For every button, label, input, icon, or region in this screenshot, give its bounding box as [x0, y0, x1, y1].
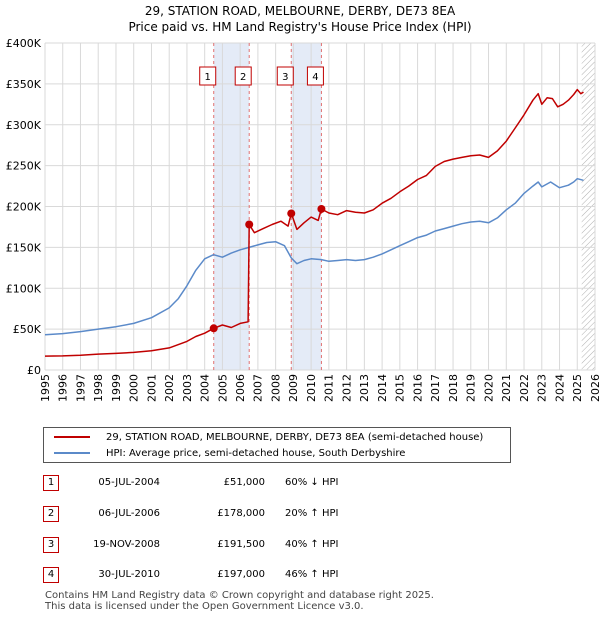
x-tick-label: 2016 — [411, 374, 424, 402]
transaction-number: 3 — [43, 537, 59, 553]
transaction-price: £191,500 — [217, 539, 265, 550]
marker-badge-label: 1 — [205, 72, 211, 83]
chart-title: 29, STATION ROAD, MELBOURNE, DERBY, DE73… — [144, 4, 456, 18]
footer-line-licence: This data is licensed under the Open Gov… — [45, 601, 364, 612]
price-chart: 1 2 3 4 £0 £50K £100K £150K £200K £250K £300K £350… — [6, 37, 600, 402]
transaction-price: £51,000 — [223, 477, 265, 488]
transaction-price: £197,000 — [217, 569, 265, 580]
y-tick-label: £300K — [6, 119, 42, 132]
hpi-line — [44, 177, 584, 336]
x-tick-label: 1995 — [39, 374, 52, 402]
transaction-hpi-diff: 40% ↑ HPI — [285, 539, 339, 550]
transaction-row: 1 05-JUL-2004 £51,000 60% ↓ HPI — [0, 475, 600, 493]
x-tick-label: 2024 — [553, 374, 566, 402]
x-tick-label: 2002 — [163, 374, 176, 402]
x-tick-label: 1997 — [74, 374, 87, 402]
transaction-date: 06-JUL-2006 — [98, 508, 160, 519]
sale-point — [245, 220, 254, 229]
y-tick-label: £100K — [6, 282, 42, 295]
x-tick-label: 2010 — [305, 374, 318, 402]
x-tick-label: 2023 — [536, 374, 549, 402]
legend-swatch-hpi — [54, 452, 90, 454]
x-tick-label: 2005 — [216, 374, 229, 402]
legend-item-property: 29, STATION ROAD, MELBOURNE, DERBY, DE73… — [54, 430, 483, 444]
transaction-date: 30-JUL-2010 — [98, 569, 160, 580]
x-tick-label: 2011 — [323, 374, 336, 402]
x-tick-label: 2004 — [199, 374, 212, 402]
x-tick-label: 2018 — [447, 374, 460, 402]
y-tick-label: £250K — [6, 160, 42, 173]
x-tick-label: 2014 — [376, 374, 389, 402]
marker-badge: 1 — [199, 66, 217, 86]
x-tick-label: 2019 — [465, 374, 478, 402]
marker-badge-label: 4 — [312, 72, 318, 83]
marker-badge-box — [306, 66, 324, 86]
transaction-number: 4 — [43, 567, 59, 583]
transaction-price: £178,000 — [217, 508, 265, 519]
chart-subtitle: Price paid vs. HM Land Registry's House … — [128, 20, 472, 34]
x-tick-label: 2020 — [482, 374, 495, 402]
legend-label-property: 29, STATION ROAD, MELBOURNE, DERBY, DE73… — [106, 431, 484, 443]
x-tick-label: 1999 — [110, 374, 123, 402]
y-tick-label: £150K — [6, 241, 42, 254]
x-tick-label: 1998 — [92, 374, 105, 402]
legend-item-hpi: HPI: Average price, semi-detached house,… — [54, 446, 405, 460]
marker-badge-label: 3 — [282, 72, 288, 83]
marker-badge-box — [199, 66, 217, 86]
footer-line-copyright: Contains HM Land Registry data © Crown c… — [45, 590, 434, 601]
y-tick-label: £400K — [6, 37, 42, 50]
marker-badge: 3 — [276, 66, 294, 86]
legend-swatch-property — [54, 436, 90, 438]
sale-point — [317, 204, 326, 213]
transaction-date: 05-JUL-2004 — [98, 477, 160, 488]
marker-badge: 2 — [234, 66, 252, 86]
y-tick-label: £0 — [27, 364, 41, 377]
marker-badge-box — [234, 66, 252, 86]
legend-label-hpi: HPI: Average price, semi-detached house,… — [106, 447, 406, 459]
x-tick-label: 2015 — [394, 374, 407, 402]
transaction-number: 1 — [43, 475, 59, 491]
marker-badge: 4 — [306, 66, 324, 86]
chart-legend: 29, STATION ROAD, MELBOURNE, DERBY, DE73… — [43, 427, 511, 463]
marker-badge-box — [276, 66, 294, 86]
sale-point — [287, 209, 296, 218]
transaction-date: 19-NOV-2008 — [93, 539, 160, 550]
transaction-hpi-diff: 20% ↑ HPI — [285, 508, 339, 519]
y-tick-label: £350K — [6, 78, 42, 91]
transaction-hpi-diff: 46% ↑ HPI — [285, 569, 339, 580]
transaction-row: 2 06-JUL-2006 £178,000 20% ↑ HPI — [0, 506, 600, 524]
y-tick-label: £50K — [13, 323, 42, 336]
marker-badge-label: 2 — [240, 72, 246, 83]
x-tick-label: 2017 — [429, 374, 442, 402]
x-tick-label: 2003 — [181, 374, 194, 402]
x-tick-label: 1996 — [57, 374, 70, 402]
x-tick-label: 2012 — [340, 374, 353, 402]
x-tick-label: 2013 — [358, 374, 371, 402]
transaction-hpi-diff: 60% ↓ HPI — [285, 477, 339, 488]
x-tick-label: 2007 — [252, 374, 265, 402]
y-tick-label: £200K — [6, 201, 42, 214]
transaction-row: 4 30-JUL-2010 £197,000 46% ↑ HPI — [0, 567, 600, 585]
footer-attribution: Contains HM Land Registry data © Crown c… — [45, 590, 434, 612]
x-tick-label: 2026 — [589, 374, 600, 402]
transaction-row: 3 19-NOV-2008 £191,500 40% ↑ HPI — [0, 537, 600, 555]
x-tick-label: 2006 — [234, 374, 247, 402]
x-tick-label: 2025 — [571, 374, 584, 402]
x-tick-label: 2021 — [500, 374, 513, 402]
sale-point — [209, 324, 218, 333]
property-price-line — [44, 88, 584, 357]
x-tick-label: 2009 — [287, 374, 300, 402]
transaction-number: 2 — [43, 506, 59, 522]
x-tick-label: 2008 — [269, 374, 282, 402]
x-tick-label: 2000 — [128, 374, 141, 402]
x-tick-label: 2022 — [518, 374, 531, 402]
x-tick-label: 2001 — [145, 374, 158, 402]
